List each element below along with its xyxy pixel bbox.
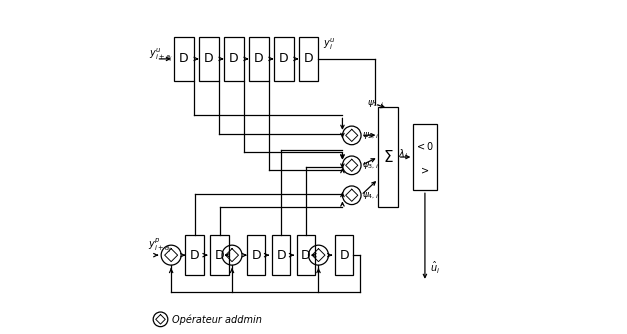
Bar: [174, 37, 194, 80]
Text: $>$: $>$: [419, 165, 431, 175]
Text: $\psi_{2,i}$: $\psi_{2,i}$: [362, 130, 379, 141]
Text: D: D: [214, 248, 224, 262]
Bar: [249, 37, 268, 80]
Text: D: D: [190, 248, 199, 262]
Bar: [186, 235, 204, 275]
Text: D: D: [229, 52, 238, 65]
Bar: [247, 235, 265, 275]
Text: D: D: [179, 52, 189, 65]
Text: D: D: [339, 248, 349, 262]
Text: D: D: [301, 248, 311, 262]
Text: $\psi_{3,i}$: $\psi_{3,i}$: [362, 160, 379, 171]
Bar: [224, 37, 244, 80]
Text: D: D: [251, 248, 261, 262]
Text: D: D: [303, 52, 314, 65]
Bar: [413, 124, 436, 190]
Text: D: D: [204, 52, 214, 65]
Text: D: D: [254, 52, 263, 65]
Text: $\Sigma$: $\Sigma$: [382, 149, 393, 165]
Text: Opérateur addmin: Opérateur addmin: [172, 314, 262, 325]
Text: $y^u_{i+a_j}$: $y^u_{i+a_j}$: [149, 47, 172, 64]
Text: $\hat{u}_i$: $\hat{u}_i$: [430, 261, 440, 277]
Text: $< 0$: $< 0$: [415, 140, 435, 152]
Bar: [297, 235, 315, 275]
Text: D: D: [277, 248, 286, 262]
Bar: [335, 235, 354, 275]
Bar: [272, 235, 290, 275]
Bar: [378, 107, 398, 207]
Text: D: D: [279, 52, 288, 65]
Text: $y^p_{i+a_j}$: $y^p_{i+a_j}$: [148, 236, 172, 255]
Bar: [298, 37, 319, 80]
Text: $y^u_i$: $y^u_i$: [324, 36, 336, 52]
Text: $\lambda_i$: $\lambda_i$: [398, 147, 408, 161]
Bar: [273, 37, 293, 80]
Bar: [199, 37, 219, 80]
Text: $\psi_{1,i}$: $\psi_{1,i}$: [367, 99, 384, 109]
Text: $\psi_{4,i}$: $\psi_{4,i}$: [362, 190, 379, 201]
Bar: [211, 235, 229, 275]
